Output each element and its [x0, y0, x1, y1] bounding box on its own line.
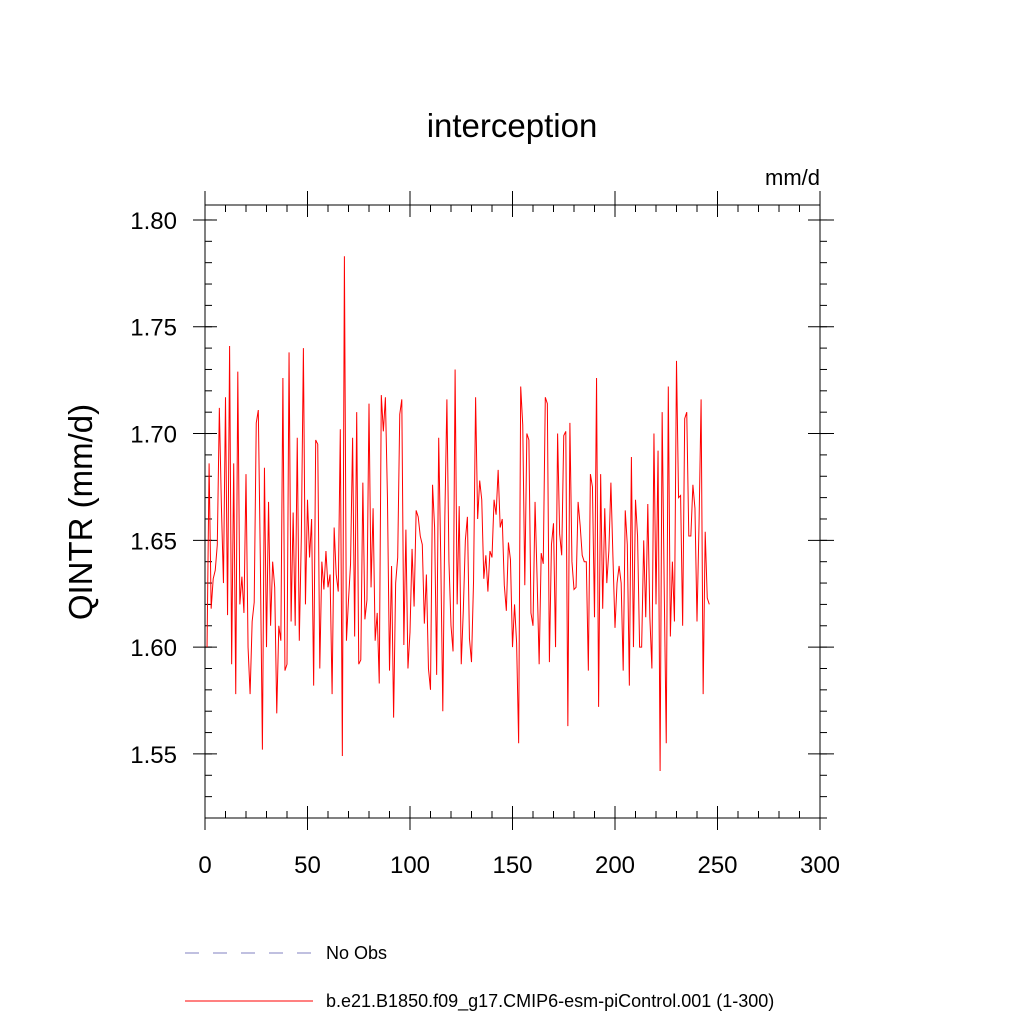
x-tick-label: 0 — [198, 852, 211, 879]
x-tick-label: 150 — [492, 852, 532, 879]
units-label: mm/d — [765, 165, 820, 190]
y-axis-label: QINTR (mm/d) — [62, 404, 99, 620]
legend-label-no-obs: No Obs — [326, 943, 387, 963]
x-tick-label: 100 — [390, 852, 430, 879]
x-tick-label: 250 — [697, 852, 737, 879]
series-layer — [206, 256, 710, 772]
x-tick-label: 50 — [294, 852, 321, 879]
y-tick-label: 1.70 — [130, 422, 177, 449]
plot-area: 1.55 1.60 1.65 1.70 1.75 1.80 0 50 100 150 200 250… — [130, 191, 840, 879]
plot-frame — [204, 204, 821, 819]
x-tick-label: 200 — [595, 852, 635, 879]
series-line-1 — [206, 256, 710, 772]
chart-title: interception — [427, 107, 598, 144]
x-tick-label: 300 — [800, 852, 840, 879]
y-tick-label: 1.80 — [130, 208, 177, 235]
y-tick-label: 1.55 — [130, 742, 177, 769]
y-tick-label: 1.60 — [130, 635, 177, 662]
legend: No Obs b.e21.B1850.f09_g17.CMIP6-esm-piC… — [185, 943, 774, 1012]
x-axis-ticks: 0 50 100 150 200 250 300 — [198, 191, 840, 879]
y-tick-label: 1.75 — [130, 315, 177, 342]
legend-label-model-run: b.e21.B1850.f09_g17.CMIP6-esm-piControl.… — [326, 991, 774, 1012]
y-tick-label: 1.65 — [130, 528, 177, 555]
